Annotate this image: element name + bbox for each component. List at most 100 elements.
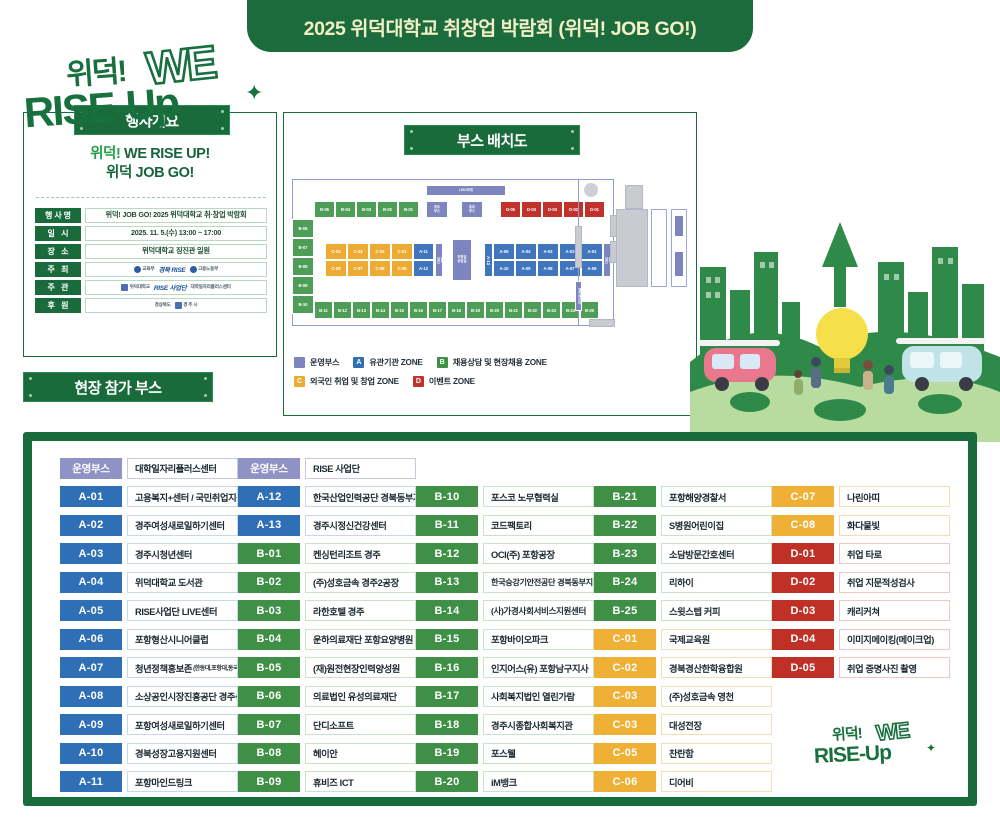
map-booth-cell[interactable]: B-07: [292, 238, 314, 257]
map-booth-cell[interactable]: C-07: [347, 260, 369, 277]
table-row[interactable]: A-04 위덕대학교 도서관: [60, 571, 238, 593]
table-row[interactable]: C-01 국제교육원: [594, 628, 772, 650]
table-row[interactable]: A-02 경주여성새로일하기센터: [60, 514, 238, 536]
map-booth-cell[interactable]: A-13: [484, 243, 493, 277]
table-row[interactable]: A-13 경주시정신건강센터: [238, 514, 416, 536]
table-row[interactable]: C-05 찬란함: [594, 742, 772, 764]
table-row[interactable]: A-11 포항마인드링크: [60, 771, 238, 793]
map-booth-cell[interactable]: D-03: [542, 201, 563, 218]
table-row[interactable]: B-09 휴비즈 ICT: [238, 771, 416, 793]
table-row[interactable]: 운영부스 대학일자리플러스센터: [60, 457, 238, 479]
table-row[interactable]: B-04 운하의료재단 포항요양병원: [238, 628, 416, 650]
table-row[interactable]: A-10 경북성장고용지원센터: [60, 742, 238, 764]
map-booth-cell[interactable]: B-10: [292, 295, 314, 314]
map-booth-cell[interactable]: C-04: [325, 243, 347, 260]
map-booth-cell[interactable]: B-13: [352, 301, 371, 319]
table-row[interactable]: B-15 포항바이오파크: [416, 628, 594, 650]
map-booth-cell[interactable]: D-02: [563, 201, 584, 218]
table-row[interactable]: B-23 소담방문간호센터: [594, 543, 772, 565]
table-row[interactable]: C-02 경북경산한학융합원: [594, 657, 772, 679]
map-booth-cell[interactable]: A-04: [515, 243, 537, 260]
map-booth-cell[interactable]: B-11: [314, 301, 333, 319]
map-booth-cell[interactable]: C-08: [325, 260, 347, 277]
table-row[interactable]: B-08 헤이안: [238, 742, 416, 764]
map-booth-cell[interactable]: C-02: [369, 243, 391, 260]
table-row[interactable]: B-24 리하이: [594, 571, 772, 593]
map-booth-cell[interactable]: B-14: [371, 301, 390, 319]
table-row[interactable]: B-22 S병원어린이집: [594, 514, 772, 536]
table-row[interactable]: C-03 대성전장: [594, 714, 772, 736]
map-booth-cell[interactable]: D-05: [500, 201, 521, 218]
map-booth-cell[interactable]: B-05: [314, 201, 335, 218]
table-row[interactable]: B-02 (주)성호금속 경주2공장: [238, 571, 416, 593]
map-booth-cell[interactable]: B-22: [523, 301, 542, 319]
table-row[interactable]: D-01 취업 타로: [772, 543, 950, 565]
table-row[interactable]: B-06 의료법인 유성의료재단: [238, 685, 416, 707]
table-row[interactable]: B-14 (사)가경사회서비스지원센터: [416, 600, 594, 622]
table-row[interactable]: C-03 (주)성호금속 영천: [594, 685, 772, 707]
map-booth-cell[interactable]: A-09: [515, 260, 537, 277]
map-booth-cell[interactable]: B-04: [335, 201, 356, 218]
map-booth-cell[interactable]: B-15: [390, 301, 409, 319]
table-row[interactable]: C-07 나린아띠: [772, 486, 950, 508]
map-booth-cell[interactable]: A-10: [493, 260, 515, 277]
map-booth-cell[interactable]: B-09: [292, 276, 314, 295]
table-row[interactable]: C-08 화다물빛: [772, 514, 950, 536]
map-booth-cell[interactable]: B-19: [466, 301, 485, 319]
table-row[interactable]: B-03 라한호텔 경주: [238, 600, 416, 622]
map-booth-cell[interactable]: D-04: [521, 201, 542, 218]
map-booth-cell[interactable]: D-01: [584, 201, 605, 218]
map-booth-cell[interactable]: B-06: [292, 219, 314, 238]
map-booth-cell[interactable]: A-03: [537, 243, 559, 260]
map-booth-cell[interactable]: C-05: [391, 260, 413, 277]
table-row[interactable]: B-19 포스웰: [416, 742, 594, 764]
table-row[interactable]: A-05 RISE사업단 LIVE센터: [60, 600, 238, 622]
table-row[interactable]: D-04 이미지메이킹(메이크업): [772, 628, 950, 650]
table-row[interactable]: B-05 (재)원전현장인력양성원: [238, 657, 416, 679]
table-row[interactable]: B-13 한국승강기안전공단 경북동부지사: [416, 571, 594, 593]
table-row[interactable]: B-01 켄싱턴리조트 경주: [238, 543, 416, 565]
map-booth-cell[interactable]: C-03: [347, 243, 369, 260]
map-booth-cell[interactable]: B-21: [504, 301, 523, 319]
table-row[interactable]: A-03 경주시청년센터: [60, 543, 238, 565]
map-booth-cell[interactable]: B-20: [485, 301, 504, 319]
table-row[interactable]: D-02 취업 지문적성검사: [772, 571, 950, 593]
table-row[interactable]: B-12 OCI(주) 포항공장: [416, 543, 594, 565]
map-booth-cell[interactable]: A-12: [413, 260, 434, 277]
table-row[interactable]: C-06 디어비: [594, 771, 772, 793]
table-row[interactable]: B-25 스윗스텝 커피: [594, 600, 772, 622]
map-booth-cell[interactable]: A-06: [581, 260, 603, 277]
table-row[interactable]: B-20 iM뱅크: [416, 771, 594, 793]
map-booth-cell[interactable]: B-12: [333, 301, 352, 319]
map-booth-cell[interactable]: B-01: [398, 201, 419, 218]
table-row[interactable]: B-10 포스코 노무협력실: [416, 486, 594, 508]
table-row[interactable]: B-18 경주시종합사회복지관: [416, 714, 594, 736]
table-row[interactable]: B-21 포항해양경찰서: [594, 486, 772, 508]
map-booth-cell[interactable]: B-16: [409, 301, 428, 319]
table-row[interactable]: D-05 취업 증명사진 촬영: [772, 657, 950, 679]
map-booth-cell[interactable]: C-06: [369, 260, 391, 277]
table-row[interactable]: B-17 사회복지법인 열린가람: [416, 685, 594, 707]
map-booth-cell[interactable]: C-01: [391, 243, 413, 260]
table-row[interactable]: B-16 인지어스(유) 포항남구지사: [416, 657, 594, 679]
map-booth-cell[interactable]: B-25: [580, 301, 599, 319]
map-booth-cell[interactable]: B-17: [428, 301, 447, 319]
map-booth-cell[interactable]: A-01: [581, 243, 603, 260]
table-row[interactable]: A-09 포항여성새로일하기센터: [60, 714, 238, 736]
map-booth-cell[interactable]: B-02: [377, 201, 398, 218]
table-row[interactable]: 운영부스 RISE 사업단: [238, 457, 416, 479]
map-booth-cell[interactable]: B-18: [447, 301, 466, 319]
map-booth-cell[interactable]: A-11: [413, 243, 434, 260]
table-row[interactable]: B-11 코드팩토리: [416, 514, 594, 536]
map-booth-cell[interactable]: B-23: [542, 301, 561, 319]
map-booth-cell[interactable]: B-08: [292, 257, 314, 276]
map-booth-cell[interactable]: B-03: [356, 201, 377, 218]
map-booth-cell[interactable]: A-05: [493, 243, 515, 260]
table-row[interactable]: D-03 캐리커쳐: [772, 600, 950, 622]
table-row[interactable]: B-07 단디소프트: [238, 714, 416, 736]
map-booth-cell[interactable]: A-08: [537, 260, 559, 277]
